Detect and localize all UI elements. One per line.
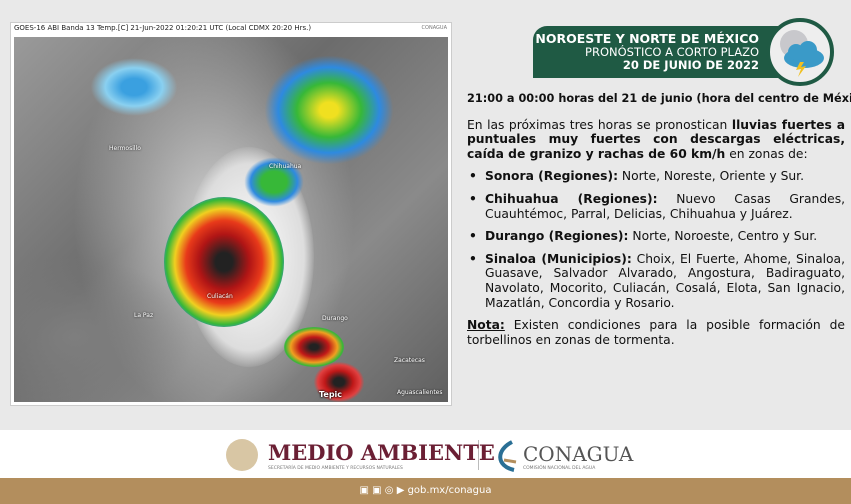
map-logo: CONAGUA — [421, 25, 447, 31]
subtitle: PRONÓSTICO A CORTO PLAZO — [585, 45, 759, 59]
list-item: Durango (Regiones): Norte, Noroeste, Cen… — [467, 229, 845, 244]
conagua-subtitle: COMISIÓN NACIONAL DEL AGUA — [523, 466, 596, 471]
social-bar: ▣ ▣ ◎ ▶ gob.mx/conagua — [0, 478, 851, 504]
conagua-logo-icon — [498, 440, 517, 472]
city-label: Aguascalientes — [397, 389, 443, 396]
note: Nota: Existen condiciones para la posibl… — [467, 318, 845, 347]
date: 20 DE JUNIO DE 2022 — [622, 58, 759, 72]
map-caption: GOES-16 ABI Banda 13 Temp.[C] 21-Jun-202… — [14, 24, 312, 32]
medio-ambiente-subtitle: SECRETARÍA DE MEDIO AMBIENTE Y RECURSOS … — [268, 466, 403, 471]
city-label: La Paz — [134, 312, 154, 319]
list-item: Chihuahua (Regiones): Nuevo Casas Grande… — [467, 192, 845, 221]
facebook-icon[interactable]: ▣ — [359, 485, 369, 496]
storm-cloud-icon — [766, 18, 834, 86]
city-label: Chihuahua — [269, 163, 302, 170]
twitter-icon[interactable]: ▣ — [372, 485, 382, 496]
list-item: Sonora (Regiones): Norte, Noreste, Orien… — [467, 169, 845, 184]
forecast-text: 21:00 a 00:00 horas del 21 de junio (hor… — [467, 92, 851, 347]
title-banner: NOROESTE Y NORTE DE MÉXICO PRONÓSTICO A … — [533, 26, 803, 78]
website-link[interactable]: gob.mx/conagua — [407, 485, 492, 496]
instagram-icon[interactable]: ◎ — [384, 485, 394, 496]
satellite-map: GOES-16 ABI Banda 13 Temp.[C] 21-Jun-202… — [10, 22, 452, 406]
conagua-logo: CONAGUA — [523, 442, 634, 466]
list-item: Sinaloa (Municipios): Choix, El Fuerte, … — [467, 252, 845, 310]
city-label: Tepic — [319, 390, 343, 399]
region-list: Sonora (Regiones): Norte, Noreste, Orien… — [467, 169, 845, 310]
satellite-image: Hermosillo Chihuahua Culiacán La Paz Dur… — [14, 37, 448, 402]
city-label: Hermosillo — [109, 145, 141, 152]
region-title: NOROESTE Y NORTE DE MÉXICO — [535, 31, 759, 46]
medio-ambiente-logo: MEDIO AMBIENTE — [268, 440, 495, 465]
storm-sinaloa — [164, 197, 284, 327]
city-label: Zacatecas — [394, 357, 425, 364]
forecast-intro: En las próximas tres horas se pronostica… — [467, 117, 845, 161]
city-label: Culiacán — [207, 293, 233, 300]
city-label: Durango — [322, 315, 348, 322]
forecast-time: 21:00 a 00:00 horas del 21 de junio (hor… — [467, 92, 851, 105]
youtube-icon[interactable]: ▶ — [396, 485, 405, 496]
coat-of-arms-icon — [226, 439, 258, 471]
divider — [478, 440, 479, 470]
footer-logos — [0, 430, 851, 478]
